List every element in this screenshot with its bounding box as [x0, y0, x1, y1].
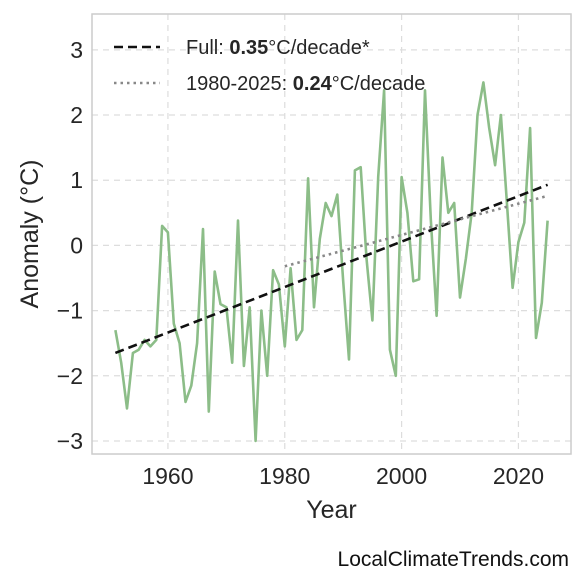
- y-axis-title: Anomaly (°C): [16, 160, 44, 309]
- legend-recent-label: 1980-2025: 0.24°C/decade: [186, 73, 425, 95]
- y-tick-label: 2: [70, 102, 83, 128]
- x-tick-label: 1980: [259, 463, 310, 489]
- y-tick-label: −2: [57, 363, 83, 389]
- plot-frame: [91, 13, 572, 455]
- y-tick-label: 0: [70, 232, 83, 258]
- site-watermark: LocalClimateTrends.com: [337, 548, 569, 571]
- x-tick-label: 2020: [493, 463, 544, 489]
- y-tick-label: −1: [57, 298, 83, 324]
- y-tick-label: 1: [70, 167, 83, 193]
- x-axis-title: Year: [306, 496, 357, 524]
- full-trend-line: [114, 183, 549, 355]
- x-tick-label: 2000: [376, 463, 427, 489]
- x-tick-label: 1960: [142, 463, 193, 489]
- legend-full-label: Full: 0.35°C/decade*: [186, 37, 370, 59]
- anomaly-series-line: [114, 81, 549, 443]
- y-tick-label: 3: [70, 37, 83, 63]
- y-tick-label: −3: [57, 428, 83, 454]
